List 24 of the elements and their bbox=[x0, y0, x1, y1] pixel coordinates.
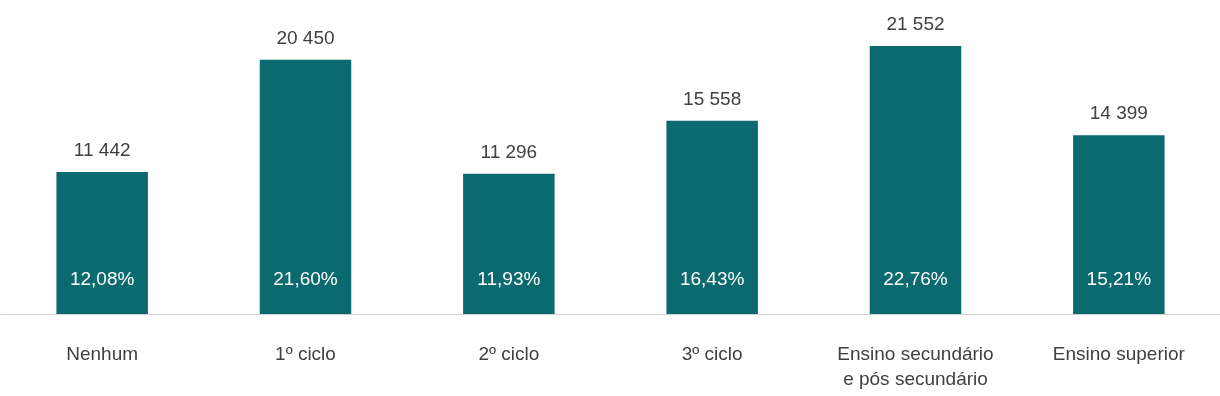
x-tick-label: 2º ciclo bbox=[478, 342, 540, 364]
x-tick-label: Ensino superior bbox=[1052, 342, 1186, 364]
annotation: 12,08% bbox=[69, 268, 135, 289]
annotation: 21,60% bbox=[273, 268, 338, 289]
x-tick-label: Nenhum bbox=[66, 342, 139, 364]
data-label: 11 442 bbox=[73, 139, 131, 161]
x-tick-label: 1º ciclo bbox=[275, 342, 336, 364]
bar bbox=[666, 120, 758, 315]
annotation: 22,76% bbox=[883, 268, 948, 289]
bar bbox=[869, 46, 962, 315]
data-label: 21 552 bbox=[886, 13, 945, 35]
data-label: 11 296 bbox=[480, 140, 538, 162]
x-tick-label: 3º ciclo bbox=[681, 342, 743, 364]
data-label: 14 399 bbox=[1089, 102, 1148, 124]
data-label: 20 450 bbox=[276, 26, 335, 48]
annotation: 11,93% bbox=[477, 268, 541, 289]
bar bbox=[1073, 135, 1165, 315]
annotation: 16,43% bbox=[679, 268, 745, 289]
annotation: 15,21% bbox=[1086, 268, 1152, 289]
bar bbox=[56, 172, 148, 315]
bar bbox=[259, 59, 352, 315]
x-tick-label: Ensino secundário e pós secundário bbox=[837, 342, 994, 389]
bar bbox=[463, 173, 555, 315]
data-label: 15 558 bbox=[683, 87, 742, 109]
